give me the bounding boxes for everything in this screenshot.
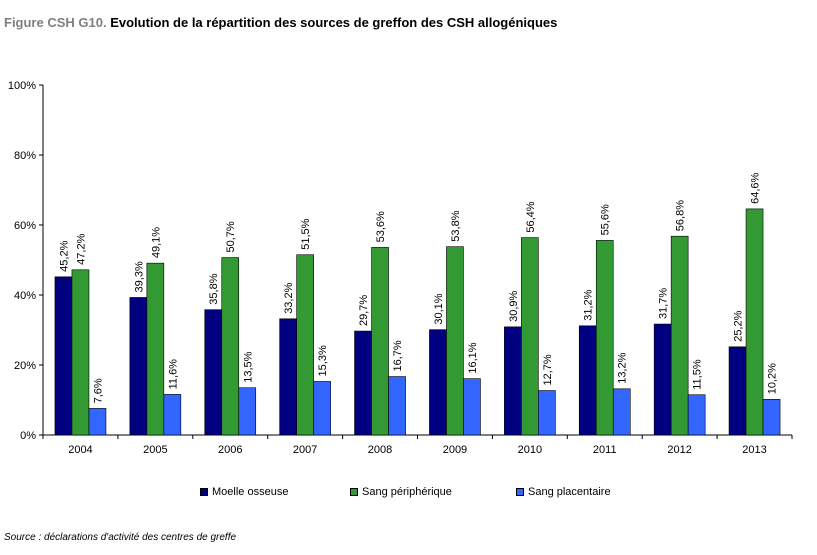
data-label: 13,2% xyxy=(617,352,629,383)
legend-swatch xyxy=(516,488,524,496)
bar xyxy=(71,269,90,436)
data-label: 50,7% xyxy=(225,221,237,252)
data-label: 30,9% xyxy=(508,290,520,321)
data-label: 35,8% xyxy=(208,273,220,304)
y-tick-label: 40% xyxy=(14,290,36,302)
data-label: 53,6% xyxy=(375,211,387,242)
bar xyxy=(687,394,706,436)
bar xyxy=(146,262,165,436)
data-label: 15,3% xyxy=(317,345,329,376)
figure-number: Figure CSH G10. xyxy=(4,15,107,30)
data-label: 10,2% xyxy=(767,363,779,394)
y-tick-label: 100% xyxy=(8,80,36,92)
bar xyxy=(670,235,689,436)
bar xyxy=(762,398,781,436)
bar-chart: 0% 20% 40% 60% 80% 100% 45,2% 47,2% 7,6% 2004 39,3… xyxy=(8,80,793,456)
x-tick-label: 2008 xyxy=(368,444,392,456)
bar xyxy=(221,257,240,436)
data-label: 16,7% xyxy=(392,340,404,371)
data-label: 11,5% xyxy=(692,359,704,390)
y-tick-label: 0% xyxy=(20,430,36,442)
legend-item: Sang périphérique xyxy=(350,486,452,498)
x-tick-label: 2012 xyxy=(667,444,691,456)
bar xyxy=(88,408,107,436)
bar xyxy=(313,381,331,436)
bar xyxy=(745,208,764,436)
chart-title: Figure CSH G10. Evolution de la répartit… xyxy=(4,15,557,30)
legend-label: Sang périphérique xyxy=(362,486,452,498)
bar xyxy=(504,326,522,436)
x-tick-label: 2011 xyxy=(593,444,617,456)
bar xyxy=(238,387,257,436)
legend-item: Sang placentaire xyxy=(516,486,611,498)
bar xyxy=(54,276,73,436)
bar xyxy=(279,318,297,436)
bar xyxy=(653,323,672,436)
bar xyxy=(595,240,614,436)
data-label: 45,2% xyxy=(58,240,70,271)
bar xyxy=(463,378,481,436)
bar xyxy=(612,388,631,436)
data-label: 16,1% xyxy=(467,342,479,373)
data-label: 33,2% xyxy=(283,282,295,313)
data-label: 31,2% xyxy=(583,289,595,320)
bar xyxy=(429,329,447,436)
data-label: 25,2% xyxy=(733,310,745,341)
data-label: 12,7% xyxy=(542,354,554,385)
x-tick-label: 2004 xyxy=(68,444,92,456)
data-label: 30,1% xyxy=(433,293,445,324)
data-label: 11,6% xyxy=(167,359,179,390)
data-label: 47,2% xyxy=(75,233,87,264)
legend-label: Moelle osseuse xyxy=(212,486,289,498)
legend-item: Moelle osseuse xyxy=(200,486,288,498)
y-tick-label: 20% xyxy=(14,360,36,372)
data-label: 51,5% xyxy=(300,218,312,249)
legend-swatch xyxy=(200,488,208,496)
x-tick-label: 2005 xyxy=(143,444,167,456)
bar xyxy=(578,325,597,436)
y-tick-label: 60% xyxy=(14,220,36,232)
data-label: 56,4% xyxy=(525,201,537,232)
data-label: 53,8% xyxy=(450,210,462,241)
x-tick-label: 2010 xyxy=(518,444,542,456)
bar xyxy=(521,237,539,436)
bar xyxy=(204,309,223,436)
x-tick-label: 2006 xyxy=(218,444,242,456)
figure-title: Evolution de la répartition des sources … xyxy=(110,15,558,30)
bar xyxy=(129,297,148,436)
data-label: 29,7% xyxy=(358,295,370,326)
x-tick-label: 2007 xyxy=(293,444,317,456)
data-label: 56,8% xyxy=(675,200,687,231)
y-tick-label: 80% xyxy=(14,150,36,162)
bar xyxy=(446,246,464,436)
legend-swatch xyxy=(350,488,358,496)
bar xyxy=(538,390,556,436)
bar xyxy=(388,376,406,436)
bar xyxy=(296,254,314,436)
x-tick-label: 2009 xyxy=(443,444,467,456)
source-note: Source : déclarations d'activité des cen… xyxy=(4,532,237,543)
legend-label: Sang placentaire xyxy=(528,486,611,498)
data-label: 7,6% xyxy=(92,378,104,403)
bar xyxy=(163,394,182,436)
bar xyxy=(728,346,747,436)
bar xyxy=(371,247,389,436)
data-label: 64,6% xyxy=(750,172,762,203)
data-label: 55,6% xyxy=(600,204,612,235)
data-label: 39,3% xyxy=(133,261,145,292)
legend: Moelle osseuse Sang périphérique Sang plac… xyxy=(0,486,817,502)
data-label: 13,5% xyxy=(242,351,254,382)
data-label: 31,7% xyxy=(658,288,670,319)
data-label: 49,1% xyxy=(150,227,162,258)
x-tick-label: 2013 xyxy=(742,444,766,456)
bar xyxy=(354,330,372,436)
